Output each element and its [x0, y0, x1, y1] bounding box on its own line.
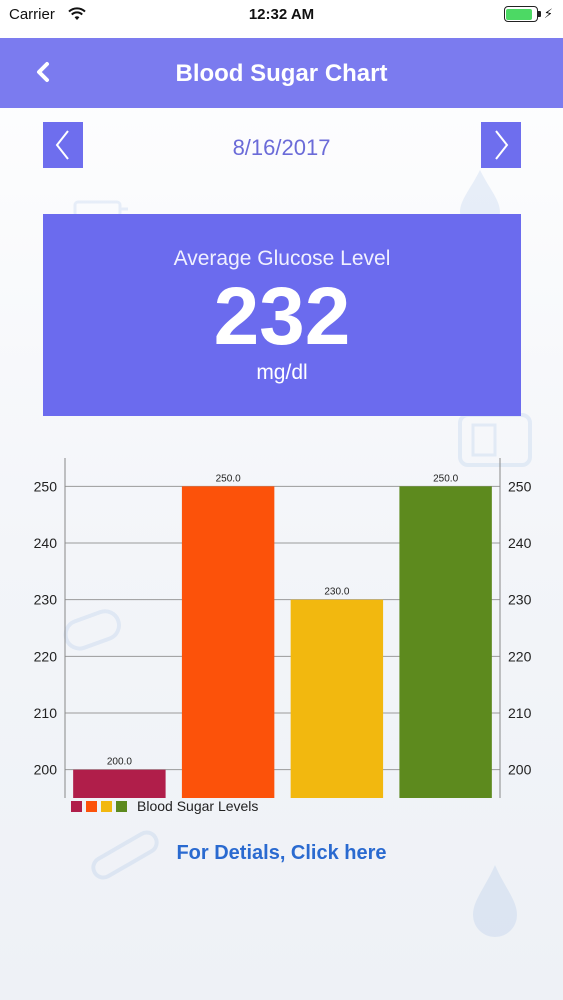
carrier-label: Carrier	[9, 6, 55, 23]
date-navigator: 8/16/2017	[0, 122, 563, 168]
chevron-left-icon	[55, 130, 69, 160]
y-tick-label-left: 230	[34, 592, 58, 608]
y-tick-label-right: 230	[508, 592, 532, 608]
decorative-tube-icon	[91, 830, 159, 880]
y-tick-label-left: 220	[34, 648, 58, 664]
charging-bolt-icon: ⚡	[543, 6, 553, 21]
bar	[181, 486, 275, 798]
bar	[290, 599, 384, 798]
average-glucose-card: Average Glucose Level 232 mg/dl	[43, 214, 521, 416]
y-tick-label-left: 250	[34, 478, 58, 494]
chart-canvas: 200 200 210 210 220 220 230 230 240 240 250 250 200.…	[34, 458, 532, 798]
legend-swatch	[101, 800, 112, 812]
wifi-icon	[68, 7, 86, 25]
status-bar: Carrier 12:32 AM ⚡	[0, 0, 563, 30]
legend-swatch	[116, 800, 127, 812]
y-tick-label-left: 240	[34, 535, 58, 551]
y-tick-label-right: 220	[508, 648, 532, 664]
decorative-drop-icon	[473, 865, 517, 937]
legend-swatch	[86, 800, 97, 812]
previous-date-button[interactable]	[43, 122, 83, 168]
bar-value-label: 250.0	[216, 473, 241, 484]
details-link[interactable]: For Detials, Click here	[176, 842, 387, 864]
bar	[399, 486, 492, 798]
selected-date: 8/16/2017	[232, 135, 331, 160]
decorative-pill-icon	[63, 609, 121, 651]
y-tick-label-left: 210	[34, 705, 58, 721]
average-glucose-unit: mg/dl	[256, 361, 308, 384]
legend-swatch	[71, 800, 82, 812]
page-title: Blood Sugar Chart	[175, 60, 388, 87]
back-button[interactable]	[30, 56, 58, 88]
y-tick-label-right: 210	[508, 705, 532, 721]
y-tick-label-right: 200	[508, 762, 532, 778]
bar-value-label: 250.0	[433, 473, 458, 484]
next-date-button[interactable]	[481, 122, 521, 168]
y-tick-label-right: 240	[508, 535, 532, 551]
y-tick-label-left: 200	[34, 762, 58, 778]
header-bar: Blood Sugar Chart	[0, 38, 563, 108]
bar-value-label: 200.0	[107, 757, 132, 768]
bar-value-label: 230.0	[324, 587, 349, 598]
chevron-right-icon	[495, 130, 509, 160]
average-glucose-label: Average Glucose Level	[173, 247, 391, 270]
bar	[73, 769, 166, 798]
y-tick-label-right: 250	[508, 478, 532, 494]
battery-icon	[503, 6, 541, 22]
clock: 12:32 AM	[248, 6, 315, 23]
chevron-left-icon	[37, 62, 49, 82]
chart-legend: Blood Sugar Levels	[71, 798, 258, 814]
average-glucose-value: 232	[213, 271, 351, 362]
legend-label: Blood Sugar Levels	[137, 798, 259, 814]
blood-sugar-bar-chart: 200 200 210 210 220 220 230 230 240 240 250 250 200.…	[0, 440, 563, 820]
